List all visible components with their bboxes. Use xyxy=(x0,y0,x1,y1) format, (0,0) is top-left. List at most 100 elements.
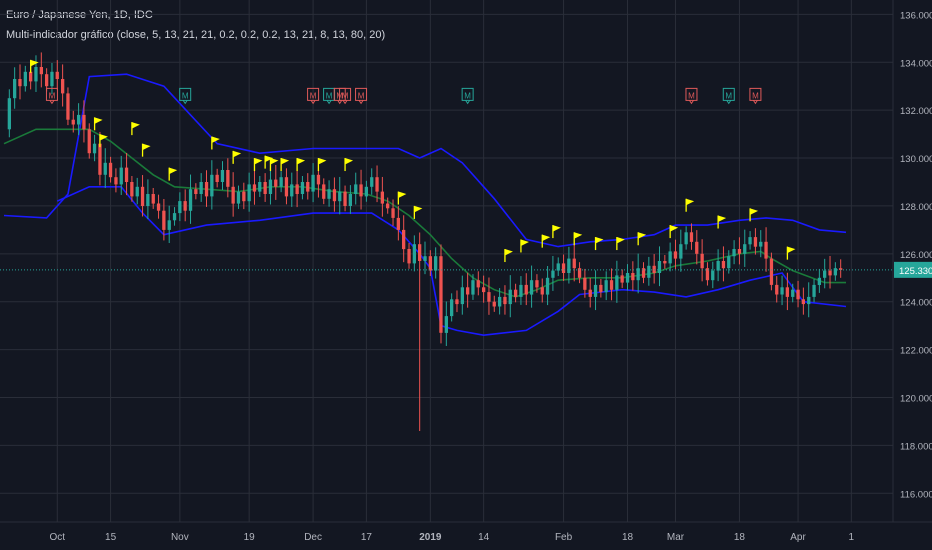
flag-icon xyxy=(552,225,561,239)
signal-marker[interactable]: M xyxy=(749,87,762,105)
candle-body xyxy=(732,249,736,257)
signal-marker-label: M xyxy=(182,91,189,100)
candle-body xyxy=(748,237,752,245)
signal-marker[interactable]: M xyxy=(307,87,320,105)
signal-marker-label: M xyxy=(326,91,333,100)
candle-body xyxy=(247,184,251,202)
candle-body xyxy=(577,268,582,278)
candle-body xyxy=(220,170,225,182)
candle-body xyxy=(194,189,198,194)
candle-body xyxy=(753,237,758,247)
x-tick-label: 18 xyxy=(622,532,634,543)
signal-marker-label: M xyxy=(464,91,471,100)
signal-marker[interactable]: M xyxy=(685,87,698,105)
candle-body xyxy=(620,275,624,283)
candle-body xyxy=(140,186,145,206)
candle-body xyxy=(386,203,390,209)
candle-body xyxy=(306,182,310,192)
last-price-tag: 125.3300 xyxy=(0,261,932,278)
candle-body xyxy=(82,114,86,130)
candle-body xyxy=(801,299,805,305)
flag-icon xyxy=(749,208,759,222)
candle-body xyxy=(721,261,726,269)
flag-icon xyxy=(786,246,796,260)
candle-body xyxy=(215,174,219,182)
y-tick-label: 136.0000 xyxy=(900,10,932,21)
candle-body xyxy=(471,280,475,295)
flag-icon xyxy=(93,117,103,131)
x-tick-label: Apr xyxy=(790,532,806,543)
x-tick-label: 19 xyxy=(244,532,256,543)
flag-icon xyxy=(168,167,178,181)
flag-icon xyxy=(573,232,583,246)
flag-icon xyxy=(344,158,354,172)
signal-marker[interactable]: M xyxy=(45,87,58,105)
flag-icon xyxy=(211,136,220,150)
candle-body xyxy=(508,289,512,305)
flag-icon xyxy=(29,59,39,73)
candle-body xyxy=(236,191,241,204)
x-tick-label: Oct xyxy=(50,532,66,543)
candle-body xyxy=(609,280,614,290)
candle-body xyxy=(162,210,166,230)
flag-icon xyxy=(131,122,140,136)
candle-body xyxy=(204,182,209,197)
candle-body xyxy=(77,114,81,125)
candle-body xyxy=(833,268,837,276)
chart-title: Euro / Japanese Yen, 1D, IDC xyxy=(6,9,153,21)
y-tick-label: 120.0000 xyxy=(900,393,932,404)
candle-body xyxy=(423,256,427,261)
candle-body xyxy=(359,184,363,197)
signal-marker-label: M xyxy=(342,91,349,100)
candle-body xyxy=(92,143,97,154)
candle-body xyxy=(380,191,384,204)
time-axis[interactable]: Oct 15 Nov 19 Dec 17 2019 14 Feb 18 Mar 18 Apr 1 xyxy=(50,532,855,543)
candle-body xyxy=(338,191,342,202)
candle-body xyxy=(636,268,640,281)
candle-body xyxy=(561,263,566,273)
candle-body xyxy=(279,177,283,187)
candle-body xyxy=(812,284,816,297)
candle-body xyxy=(130,182,134,197)
signal-marker[interactable]: M xyxy=(355,87,368,105)
x-tick-label: Feb xyxy=(555,532,573,543)
candle-body xyxy=(290,184,294,197)
signal-marker[interactable]: M xyxy=(323,87,336,105)
x-tick-label: 1 xyxy=(849,532,855,543)
candle-body xyxy=(114,177,118,185)
candle-body xyxy=(514,289,518,297)
flag-icon xyxy=(141,143,151,157)
signal-marker-label: M xyxy=(358,91,365,100)
flag-icon xyxy=(280,158,290,172)
candle-body xyxy=(66,93,70,120)
signal-marker-label: M xyxy=(49,91,56,100)
candle-body xyxy=(178,201,182,214)
x-tick-label: 2019 xyxy=(419,532,442,543)
candle-body xyxy=(13,79,17,99)
y-tick-label: 126.0000 xyxy=(900,250,932,261)
signal-marker[interactable]: M xyxy=(179,87,192,105)
candle-body xyxy=(258,182,262,192)
last-price-box xyxy=(894,261,932,278)
y-tick-label: 124.0000 xyxy=(900,298,932,309)
signal-marker[interactable]: M xyxy=(722,87,735,105)
flag-icon xyxy=(594,237,604,251)
candle-body xyxy=(18,79,22,87)
candle-body xyxy=(663,261,667,264)
candle-body xyxy=(29,71,33,82)
candle-body xyxy=(375,177,379,192)
y-tick-label: 118.0000 xyxy=(900,441,932,452)
signal-marker[interactable]: M xyxy=(461,87,474,105)
signal-marker-label: M xyxy=(725,91,732,100)
candle-body xyxy=(354,184,358,194)
flag-icon xyxy=(397,191,407,205)
candle-body xyxy=(769,258,774,285)
price-axis[interactable]: 136.0000 134.0000 132.0000 130.0000 128.0000… xyxy=(900,10,932,500)
candle-body xyxy=(98,143,102,175)
signal-marker[interactable]: M xyxy=(339,87,352,105)
candle-body xyxy=(439,256,443,333)
indicator-lines xyxy=(3,73,847,337)
candle-body xyxy=(482,287,486,293)
x-tick-label: 15 xyxy=(105,532,117,543)
